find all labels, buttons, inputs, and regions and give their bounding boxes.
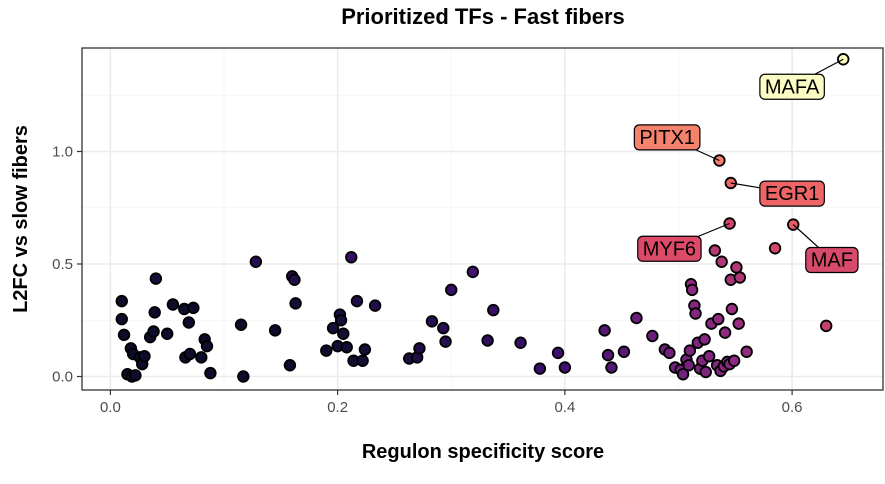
chart-title: Prioritized TFs - Fast fibers (341, 4, 625, 29)
point-label-text: MYF6 (643, 238, 696, 260)
point-label-box (633, 124, 701, 151)
data-point (733, 271, 747, 284)
data-point (320, 344, 333, 357)
data-point (439, 335, 452, 348)
plot-panel (81, 47, 884, 391)
data-point (289, 297, 302, 310)
y-tick-label: 0.0 (52, 369, 73, 386)
data-point (115, 294, 128, 308)
data-point (326, 321, 340, 335)
data-point (630, 311, 643, 325)
point-label-text: EGR1 (765, 183, 819, 205)
point-label: MAFA (759, 73, 825, 100)
y-tick-label: 0.5 (52, 256, 73, 273)
data-point (148, 306, 161, 319)
data-point (337, 327, 350, 340)
data-point (138, 350, 151, 363)
data-point (413, 342, 426, 355)
data-point (187, 301, 200, 315)
data-point (237, 370, 250, 383)
data-point (732, 317, 745, 330)
data-point (740, 345, 753, 358)
y-tick-label: 1.0 (52, 144, 73, 161)
data-point (340, 341, 353, 354)
point-label-box (805, 246, 859, 274)
data-point (200, 339, 214, 353)
data-point (350, 294, 364, 308)
point-label-text: MAF (811, 250, 853, 272)
data-point (166, 298, 180, 311)
x-tick-label: 0.6 (782, 399, 803, 416)
data-point (345, 251, 358, 264)
data-point (708, 244, 722, 257)
data-point (149, 272, 163, 285)
data-point (115, 312, 128, 326)
data-point (551, 346, 565, 360)
data-point (698, 333, 711, 346)
data-point (663, 346, 676, 360)
point-label: MYF6 (637, 235, 702, 262)
x-tick-label: 0.2 (327, 399, 348, 416)
data-point (466, 265, 480, 279)
data-point (683, 344, 697, 357)
data-point (715, 255, 728, 268)
data-point (768, 242, 782, 255)
data-point (161, 327, 174, 340)
point-label-text: MAFA (765, 76, 820, 98)
data-point (147, 325, 160, 338)
data-point (234, 318, 248, 331)
data-point (699, 365, 712, 379)
data-point (605, 361, 618, 374)
point-label: PITX1 (633, 124, 701, 151)
data-point (712, 312, 725, 326)
data-point (617, 345, 631, 358)
data-point (598, 324, 611, 337)
data-point (819, 319, 833, 333)
point-label: EGR1 (759, 180, 825, 207)
data-point (445, 283, 458, 297)
point-label-text: PITX1 (639, 127, 695, 149)
data-point (358, 343, 372, 356)
data-point (481, 334, 494, 347)
data-point (182, 316, 196, 329)
data-point (533, 362, 547, 375)
y-axis-title: L2FC vs slow fibers (10, 125, 32, 313)
x-tick-label: 0.4 (554, 399, 575, 416)
point-label: MAF (805, 246, 859, 274)
data-point (288, 273, 301, 286)
data-point (676, 368, 690, 381)
data-point (249, 255, 263, 268)
point-label-box (637, 235, 702, 262)
data-point (727, 354, 741, 367)
data-point (368, 299, 382, 312)
data-point (558, 361, 572, 374)
data-point (283, 359, 297, 372)
data-point (725, 302, 739, 316)
data-point (718, 326, 732, 339)
data-point (487, 303, 500, 317)
data-point (702, 350, 716, 363)
data-point (183, 347, 197, 361)
data-point (514, 336, 527, 349)
point-label-box (759, 180, 825, 207)
data-point (437, 321, 450, 335)
data-point (689, 307, 702, 320)
data-point (601, 348, 615, 362)
data-point (685, 283, 699, 297)
x-tick-label: 0.0 (100, 399, 121, 416)
data-point (646, 329, 659, 343)
x-axis-title: Regulon specificity score (362, 441, 604, 463)
data-point (129, 369, 142, 382)
data-point (268, 324, 282, 337)
data-point (334, 314, 348, 327)
data-point (204, 366, 217, 380)
data-point (195, 351, 208, 364)
data-point (682, 359, 695, 372)
data-point (425, 315, 439, 328)
data-point (730, 261, 743, 274)
data-point (117, 328, 131, 342)
point-label-box (759, 73, 825, 100)
data-point (356, 354, 369, 367)
